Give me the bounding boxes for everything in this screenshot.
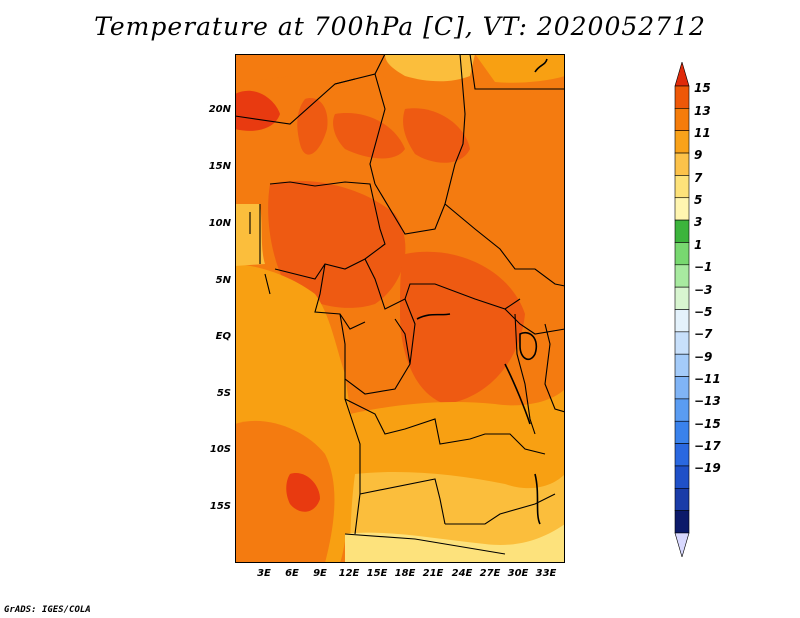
- colorbar-label: 9: [694, 148, 703, 163]
- lat-label-15n: 15N: [208, 161, 231, 172]
- country-borders: [235, 54, 565, 555]
- lon-label-21e: 21E: [422, 568, 444, 579]
- grads-credit: GrADS: IGES/COLA: [4, 605, 91, 615]
- chart-title: Temperature at 700hPa [C], VT: 202005271…: [94, 12, 706, 41]
- lon-label-30e: 30E: [507, 568, 529, 579]
- colorbar-label: 3: [694, 215, 703, 230]
- colorbar-top-triangle: [674, 62, 690, 87]
- colorbar-label: −5: [694, 304, 713, 319]
- colorbar-label: 15: [694, 81, 711, 96]
- lat-label-10s: 10S: [209, 444, 231, 455]
- colorbar-label: −1: [694, 260, 713, 275]
- lon-label-18e: 18E: [394, 568, 416, 579]
- colorbar-box: [674, 175, 690, 199]
- lat-label-eq: EQ: [215, 331, 231, 342]
- colorbar-box: [674, 197, 690, 221]
- lon-label-27e: 27E: [479, 568, 501, 579]
- colorbar-label: 1: [694, 237, 703, 252]
- colorbar-label: −13: [694, 394, 721, 409]
- colorbar-label: 13: [694, 103, 711, 118]
- map-field-hot-sahel: [297, 98, 328, 155]
- colorbar-box: [674, 286, 690, 310]
- lake-outlines: [416, 58, 548, 525]
- colorbar-label: −11: [694, 371, 721, 386]
- colorbar-box: [674, 465, 690, 489]
- colorbar: [674, 62, 690, 557]
- colorbar-label: −7: [694, 327, 713, 342]
- colorbar-label: −17: [694, 438, 721, 453]
- map-field-atlantic-south: [235, 420, 335, 563]
- colorbar-box: [674, 487, 690, 511]
- colorbar-label: 7: [694, 170, 703, 185]
- colorbar-box: [674, 331, 690, 355]
- map-field-sahara-cool: [385, 54, 475, 82]
- map-field-hot-atlantic: [286, 473, 320, 512]
- colorbar-box: [674, 130, 690, 154]
- map-field-hot-sudan: [403, 108, 470, 163]
- lon-label-9e: 9E: [313, 568, 327, 579]
- lon-label-24e: 24E: [451, 568, 473, 579]
- map-field-guinea-coast: [235, 204, 265, 266]
- colorbar-box: [674, 420, 690, 444]
- temperature-map: [235, 54, 565, 563]
- colorbar-label: −15: [694, 416, 721, 431]
- colorbar-box: [674, 376, 690, 400]
- map-frame: [235, 54, 565, 563]
- lon-label-12e: 12E: [338, 568, 360, 579]
- colorbar-box: [674, 510, 690, 534]
- colorbar-box: [674, 309, 690, 333]
- colorbar-box: [674, 398, 690, 422]
- lat-label-5n: 5N: [215, 275, 231, 286]
- colorbar-box: [674, 85, 690, 109]
- colorbar-label: 5: [694, 193, 703, 208]
- map-field-hot-chad: [333, 113, 405, 159]
- colorbar-label: 11: [694, 126, 711, 141]
- lat-label-5s: 5S: [216, 388, 231, 399]
- map-field-ne: [475, 54, 565, 83]
- lon-label-33e: 33E: [535, 568, 557, 579]
- colorbar-box: [674, 108, 690, 131]
- lon-label-6e: 6E: [285, 568, 299, 579]
- lon-label-15e: 15E: [366, 568, 388, 579]
- colorbar-box: [674, 219, 690, 243]
- colorbar-box: [674, 242, 690, 266]
- colorbar-box: [674, 353, 690, 377]
- map-field-south-coolest: [345, 524, 565, 563]
- colorbar-box: [674, 443, 690, 467]
- colorbar-label: −9: [694, 349, 713, 364]
- colorbar-bottom-triangle: [674, 532, 690, 557]
- lon-label-3e: 3E: [257, 568, 271, 579]
- map-field-hot-congo: [400, 251, 525, 404]
- colorbar-label: −3: [694, 282, 713, 297]
- colorbar-label: −19: [694, 461, 721, 476]
- lat-label-15s: 15S: [209, 501, 231, 512]
- colorbar-box: [674, 152, 690, 176]
- map-canvas: [235, 54, 565, 563]
- lat-label-20n: 20N: [208, 104, 231, 115]
- colorbar-box: [674, 264, 690, 288]
- lat-label-10n: 10N: [208, 218, 231, 229]
